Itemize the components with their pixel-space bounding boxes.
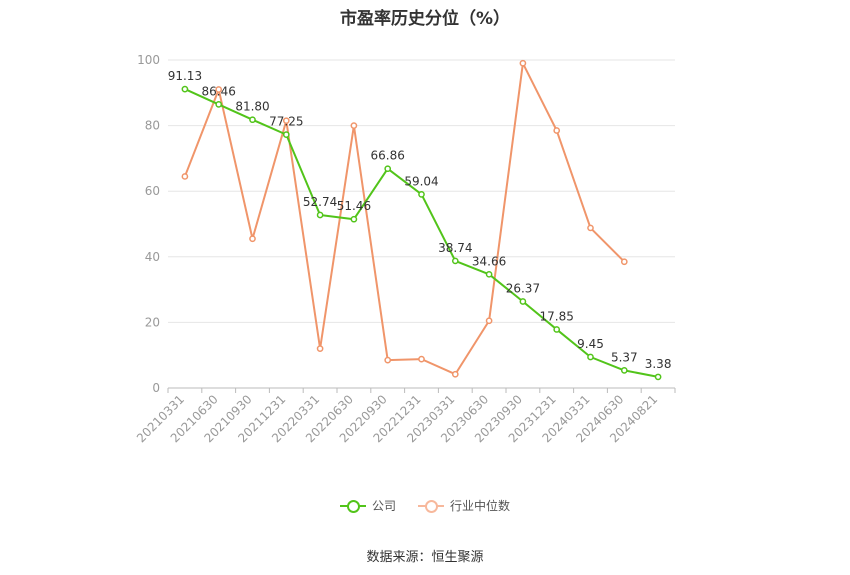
- data-label: 34.66: [472, 254, 506, 268]
- data-label: 9.45: [577, 337, 604, 351]
- data-point-industry: [620, 258, 628, 266]
- data-label: 51.46: [337, 199, 371, 213]
- data-point-industry: [316, 345, 324, 352]
- data-point-company: [181, 85, 189, 93]
- data-point-industry: [384, 356, 392, 364]
- legend-label-industry: 行业中位数: [450, 499, 511, 513]
- data-point-company: [249, 116, 256, 124]
- legend-item-industry[interactable]: 行业中位数: [418, 497, 510, 514]
- data-label: 26.37: [506, 282, 540, 296]
- data-point-industry: [249, 235, 256, 243]
- y-tick-label: 20: [145, 315, 160, 329]
- data-point-industry: [418, 355, 425, 363]
- data-point-company: [485, 270, 493, 278]
- legend-item-company[interactable]: 公司: [339, 497, 396, 514]
- data-label: 77.25: [269, 115, 303, 129]
- data-point-industry: [350, 122, 358, 129]
- legend: 公司 行业中位数: [0, 497, 850, 514]
- data-label: 81.80: [235, 100, 269, 114]
- data-point-company: [384, 165, 392, 173]
- legend-swatch-company: [339, 499, 366, 513]
- data-point-company: [620, 367, 628, 374]
- line-chart: 0204060801002021033120210630202109302021…: [134, 53, 676, 445]
- data-point-company: [215, 101, 223, 108]
- data-point-company: [350, 215, 358, 223]
- data-point-company: [519, 298, 527, 305]
- data-label: 52.74: [303, 195, 337, 209]
- chart-title: 市盈率历史分位（%）: [339, 9, 511, 29]
- data-label: 38.74: [438, 241, 472, 255]
- y-tick-label: 40: [145, 250, 160, 264]
- data-point-company: [451, 257, 459, 265]
- data-point-industry: [553, 127, 561, 134]
- data-point-company: [418, 190, 425, 198]
- data-label: 86.46: [202, 84, 236, 98]
- data-point-industry: [181, 173, 189, 180]
- legend-label-company: 公司: [371, 499, 396, 513]
- data-point-industry: [282, 117, 290, 125]
- data-point-company: [553, 326, 561, 333]
- y-tick-label: 100: [137, 53, 160, 67]
- data-label: 17.85: [540, 309, 574, 323]
- series-line-industry: [183, 62, 626, 376]
- data-point-industry: [485, 317, 493, 325]
- data-point-industry: [519, 59, 527, 67]
- data-point-company: [587, 353, 594, 361]
- series-line-company: [184, 88, 659, 378]
- data-point-company: [654, 373, 662, 381]
- data-label: 59.04: [404, 174, 438, 188]
- data-label: 66.86: [371, 149, 405, 163]
- data-label: 5.37: [611, 350, 638, 364]
- data-point-company: [282, 131, 290, 138]
- y-tick-label: 80: [145, 119, 160, 133]
- legend-swatch-industry: [418, 499, 444, 513]
- data-label: 3.38: [645, 357, 672, 371]
- data-source: 数据来源：恒生聚源: [366, 550, 484, 565]
- data-point-industry: [451, 370, 459, 378]
- data-point-company: [316, 211, 324, 219]
- data-point-industry: [587, 224, 594, 232]
- data-point-industry: [215, 86, 223, 93]
- y-tick-label: 0: [152, 381, 160, 395]
- y-tick-label: 60: [145, 184, 160, 198]
- data-label: 91.13: [168, 69, 202, 83]
